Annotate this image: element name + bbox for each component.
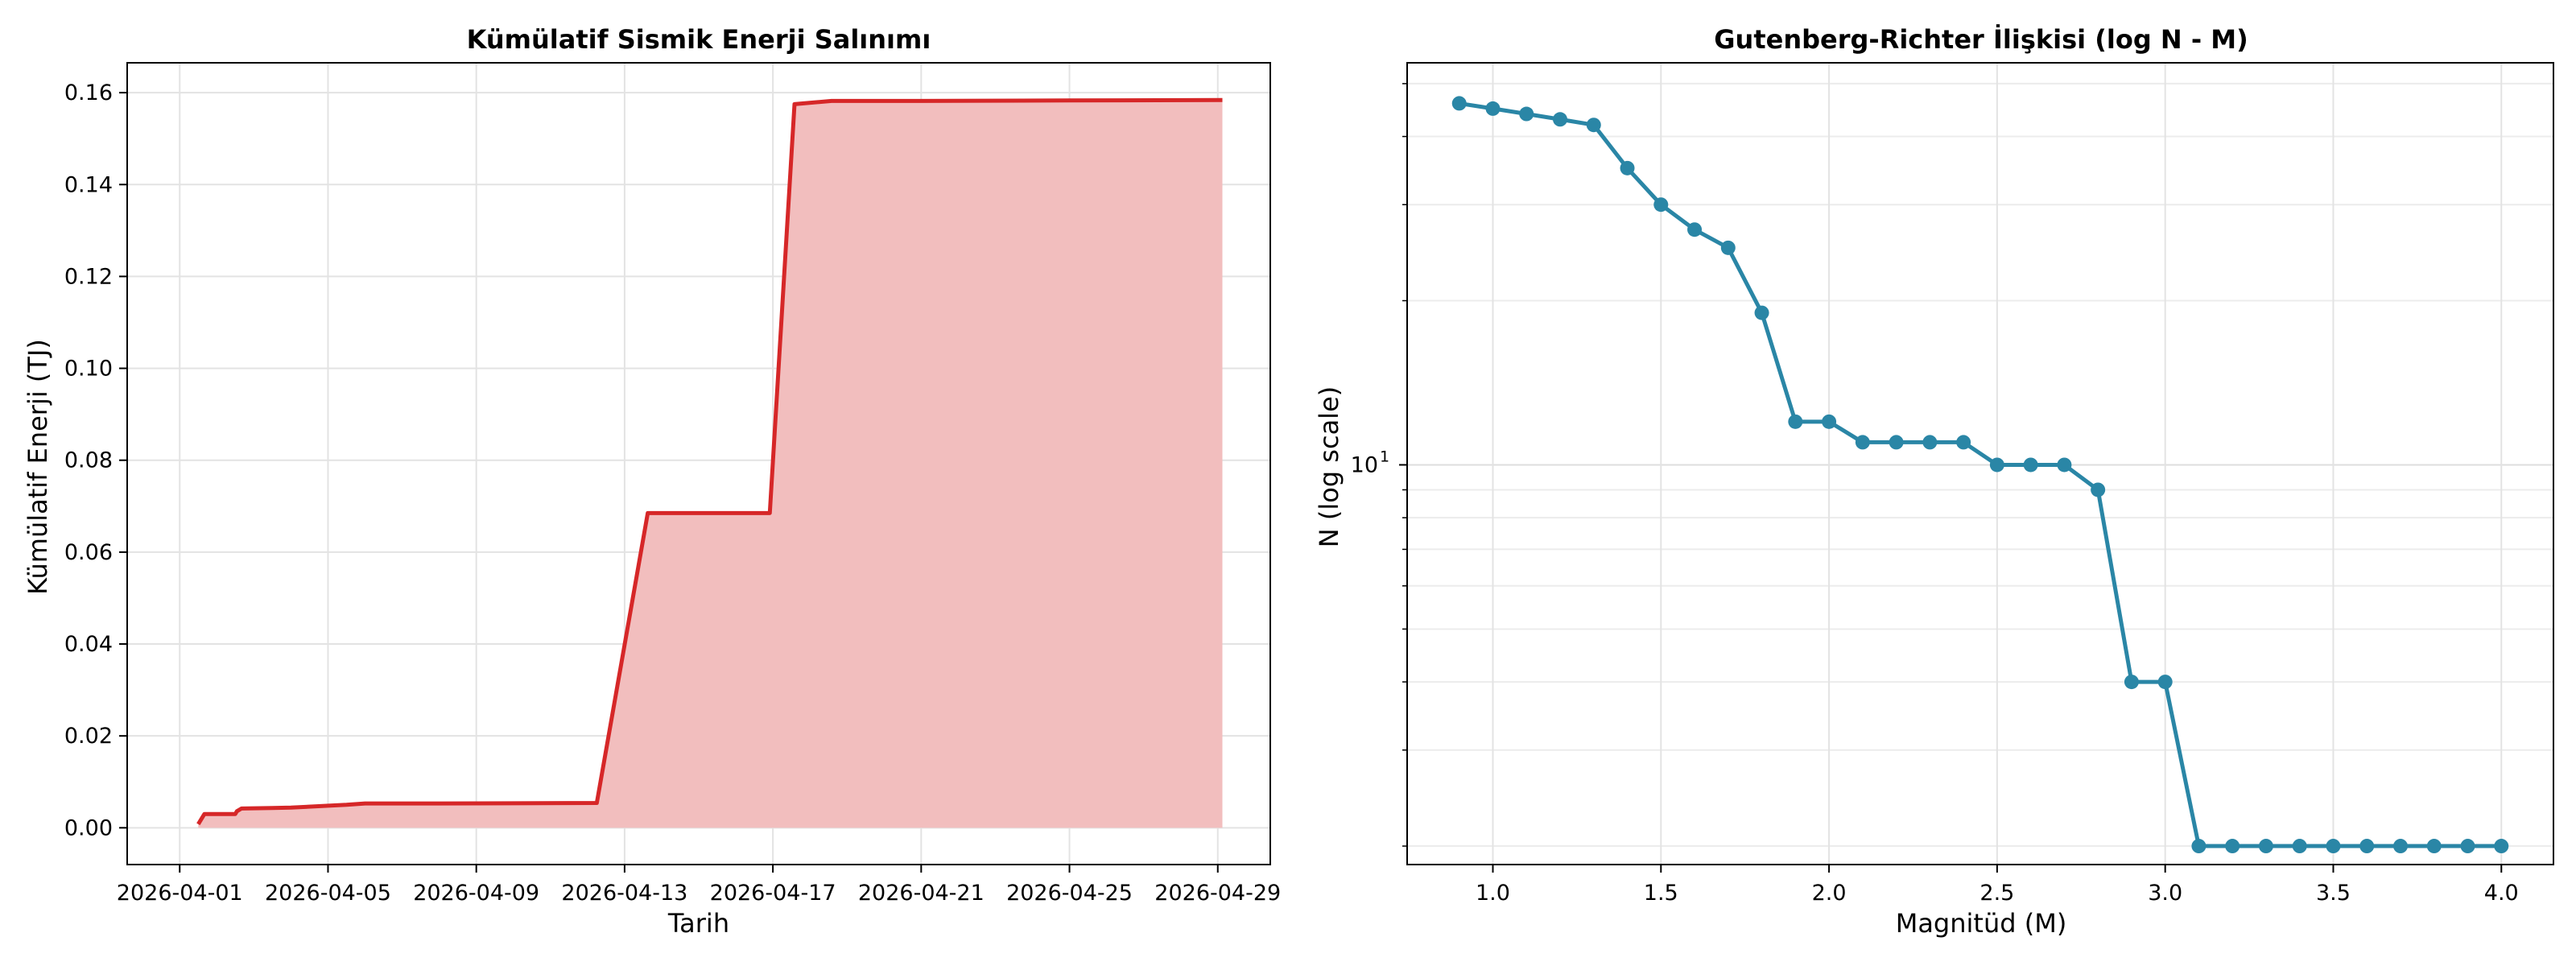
energy-chart: Kümülatif Sismik Enerji Salınımı Tarih K… — [23, 24, 1281, 939]
gutenberg-richter-chart: Gutenberg-Richter İlişkisi (log N - M) M… — [1314, 24, 2554, 939]
energy-y-tick-label: 0.14 — [64, 172, 113, 197]
gr-data-point — [1720, 240, 1736, 255]
gr-data-point — [1922, 435, 1938, 450]
energy-y-tick-label: 0.16 — [64, 80, 113, 105]
gr-data-point — [1553, 112, 1568, 127]
energy-y-tick-label: 0.08 — [64, 448, 113, 473]
energy-y-tick-label: 0.04 — [64, 632, 113, 657]
gr-data-point — [1451, 96, 1467, 111]
gr-data-point — [1822, 414, 1837, 429]
energy-x-tick-label: 2026-04-21 — [858, 881, 985, 906]
gr-x-tick-label: 2.5 — [1979, 881, 2014, 906]
energy-x-tick-label: 2026-04-17 — [710, 881, 836, 906]
gr-data-point — [1889, 435, 1904, 450]
gr-plot-frame — [1406, 62, 2554, 865]
energy-x-tick-label: 2026-04-01 — [117, 881, 243, 906]
gr-data-point — [2191, 839, 2207, 854]
energy-chart-title: Kümülatif Sismik Enerji Salınımı — [467, 24, 931, 55]
gr-x-tick-label: 2.0 — [1812, 881, 1847, 906]
gr-data-point — [1956, 435, 1971, 450]
energy-plot-frame — [126, 62, 1271, 865]
gr-data-point — [2494, 839, 2509, 854]
gr-x-tick-label: 3.0 — [2148, 881, 2182, 906]
energy-chart-ylabel: Kümülatif Enerji (TJ) — [23, 339, 53, 595]
gr-data-point — [1989, 457, 2004, 473]
energy-x-tick-label: 2026-04-05 — [265, 881, 391, 906]
gr-data-point — [2392, 839, 2408, 854]
gr-data-point — [1788, 414, 1803, 429]
gr-data-point — [2258, 839, 2273, 854]
gr-data-point — [2057, 457, 2072, 473]
energy-x-tick-label: 2026-04-09 — [413, 881, 539, 906]
gr-data-point — [2225, 839, 2240, 854]
gr-data-point — [1586, 118, 1601, 133]
gr-x-tick-label: 1.5 — [1644, 881, 1678, 906]
gr-data-point — [2426, 839, 2442, 854]
gr-chart-ylabel: N (log scale) — [1314, 386, 1344, 547]
gr-chart-title: Gutenberg-Richter İlişkisi (log N - M) — [1714, 24, 2248, 55]
gr-x-tick-label: 3.5 — [2316, 881, 2351, 906]
gr-y-tick-label: 10 — [1351, 452, 1378, 477]
energy-chart-xlabel: Tarih — [667, 908, 729, 939]
gr-data-point — [2023, 457, 2038, 473]
energy-y-tick-label: 0.06 — [64, 540, 113, 565]
energy-y-tick-label: 0.10 — [64, 357, 113, 382]
energy-y-tick-label: 0.12 — [64, 264, 113, 289]
energy-series-line — [196, 97, 1223, 826]
gr-x-tick-label: 1.0 — [1476, 881, 1510, 906]
gr-data-point — [1754, 305, 1769, 320]
gr-data-point — [2359, 839, 2375, 854]
gr-x-tick-label: 4.0 — [2484, 881, 2519, 906]
energy-y-tick-label: 0.00 — [64, 815, 113, 840]
energy-area-fill — [198, 100, 1223, 828]
energy-x-tick-label: 2026-04-29 — [1154, 881, 1281, 906]
gr-series-line — [1459, 101, 2502, 848]
gr-data-point — [1653, 197, 1669, 213]
gr-data-point — [2460, 839, 2475, 854]
gr-data-point — [1620, 160, 1635, 175]
gr-data-point — [2124, 675, 2139, 690]
energy-y-tick-label: 0.02 — [64, 724, 113, 749]
gr-data-point — [1687, 222, 1703, 237]
gr-data-point — [2157, 675, 2173, 690]
gr-data-point — [2326, 839, 2341, 854]
gr-y-tick-exponent: 1 — [1380, 448, 1389, 465]
gr-data-point — [1485, 101, 1501, 116]
energy-x-tick-label: 2026-04-25 — [1006, 881, 1133, 906]
gr-chart-xlabel: Magnitüd (M) — [1896, 908, 2067, 939]
gr-data-point — [1519, 106, 1534, 122]
gr-data-point — [2091, 482, 2106, 497]
gr-data-point — [1855, 435, 1870, 450]
energy-x-tick-label: 2026-04-13 — [561, 881, 687, 906]
gr-data-point — [2292, 839, 2307, 854]
